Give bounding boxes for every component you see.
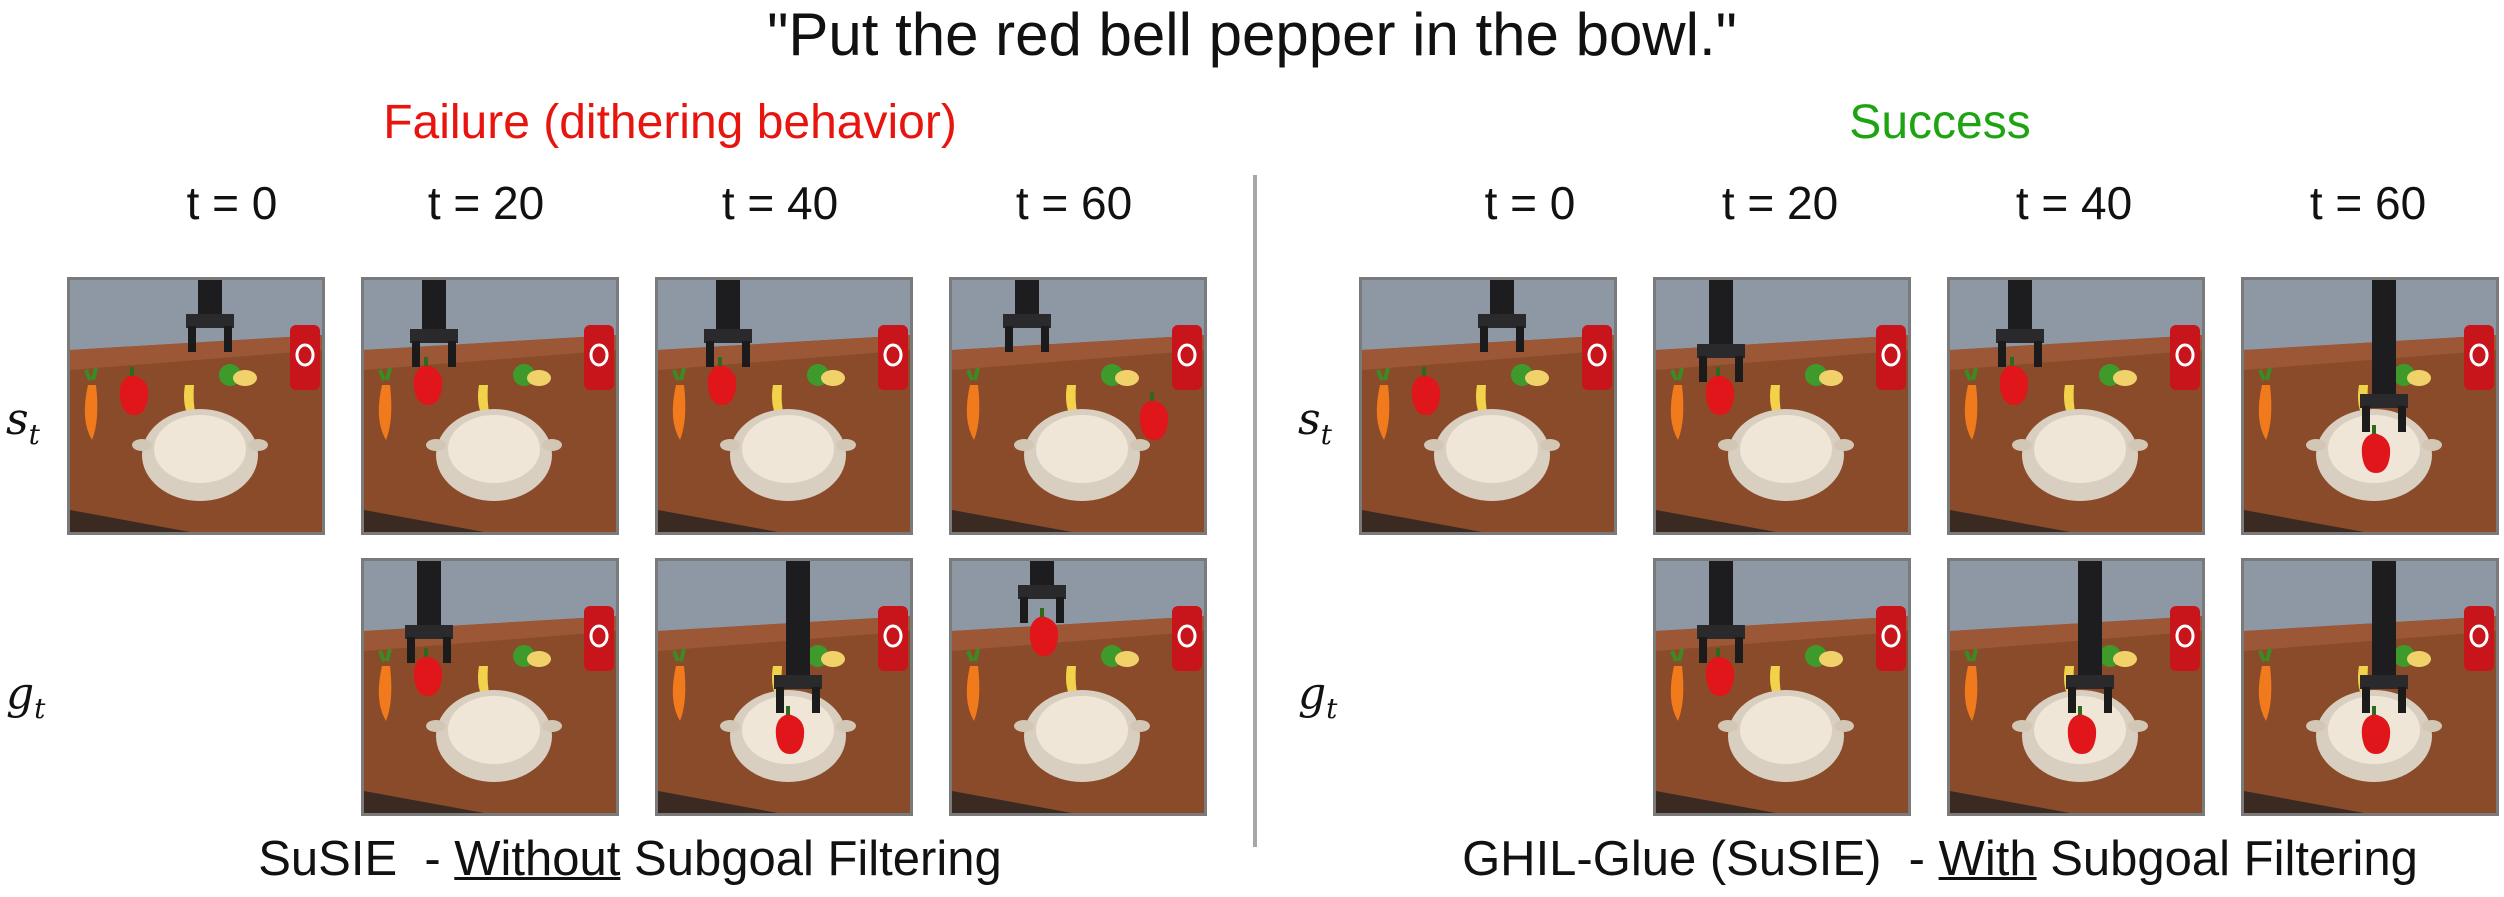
- right-time-label-20: t = 20: [1721, 177, 1839, 229]
- failure-title: Failure (dithering behavior): [383, 96, 957, 149]
- right-state-frame-t20: [1653, 277, 1911, 535]
- right-caption: GHIL-Glue (SuSIE) - With Subgoal Filteri…: [1462, 832, 2418, 886]
- right-time-label-0: t = 0: [1484, 177, 1576, 229]
- panel-divider: [1253, 175, 1257, 847]
- right-state-frame-t60: [2241, 277, 2499, 535]
- instruction-text: "Put the red bell pepper in the bowl.": [767, 1, 1737, 68]
- state-row-label-left: st: [6, 394, 40, 451]
- left-goal-frame-t60: [949, 558, 1207, 816]
- left-time-label-60: t = 60: [1015, 177, 1133, 229]
- left-goal-frame-t40: [655, 558, 913, 816]
- left-state-frame-t20: [361, 277, 619, 535]
- right-goal-frame-t40: [1947, 558, 2205, 816]
- left-state-frame-t60: [949, 277, 1207, 535]
- state-row-label-right: st: [1298, 394, 1332, 451]
- left-time-label-20: t = 20: [427, 177, 545, 229]
- right-state-frame-t40: [1947, 277, 2205, 535]
- left-time-label-40: t = 40: [721, 177, 839, 229]
- left-state-frame-t40: [655, 277, 913, 535]
- right-goal-frame-t20: [1653, 558, 1911, 816]
- right-state-frame-t0: [1359, 277, 1617, 535]
- goal-row-label-right: gt: [1298, 668, 1338, 725]
- right-time-label-40: t = 40: [2015, 177, 2133, 229]
- right-time-label-60: t = 60: [2309, 177, 2427, 229]
- left-time-label-0: t = 0: [186, 177, 278, 229]
- left-goal-frame-t20: [361, 558, 619, 816]
- success-title: Success: [1849, 96, 2031, 149]
- left-state-frame-t0: [67, 277, 325, 535]
- right-goal-frame-t60: [2241, 558, 2499, 816]
- goal-row-label-left: gt: [6, 668, 46, 725]
- left-caption: SuSIE - Without Subgoal Filtering: [258, 832, 1002, 886]
